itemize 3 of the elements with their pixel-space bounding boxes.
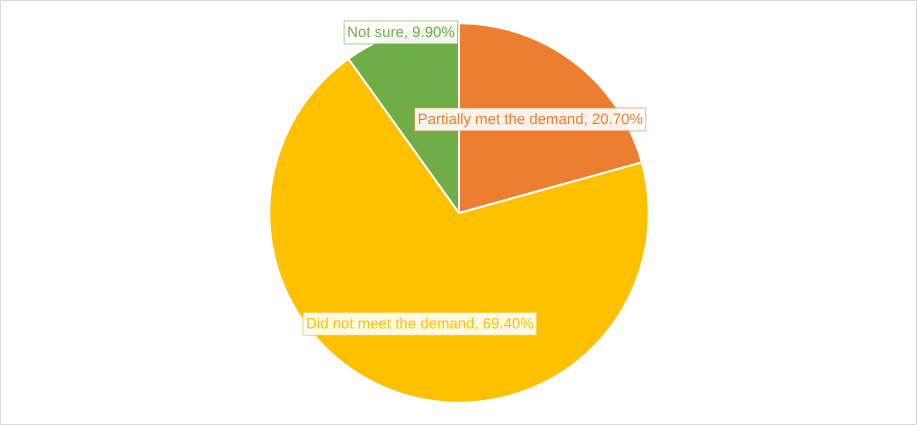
slice-label: Not sure, 9.90%	[347, 24, 455, 41]
slice-label: Partially met the demand, 20.70%	[418, 110, 643, 128]
slice-label: Did not meet the demand, 69.40%	[306, 315, 534, 332]
